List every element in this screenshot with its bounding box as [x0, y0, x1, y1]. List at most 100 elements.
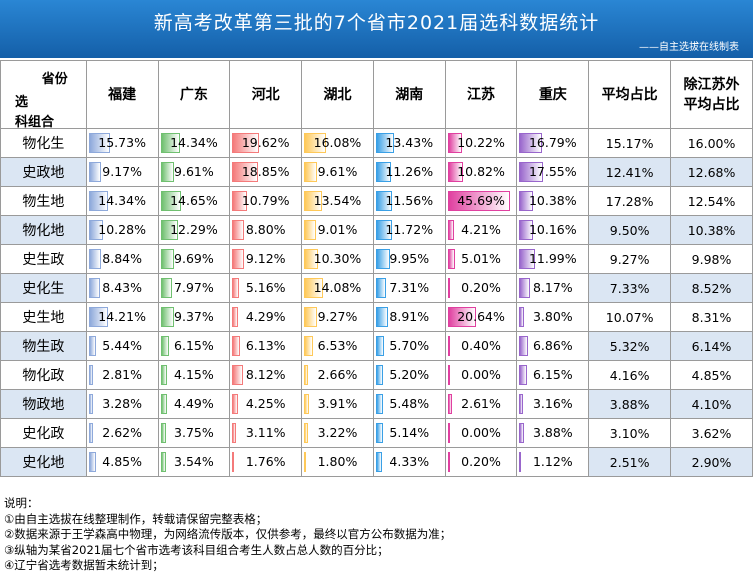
cell-value: 16.79%: [528, 135, 577, 150]
table-row: 物化生 15.73% 14.34% 19.62% 16.08% 13.43% 10.22% 1…: [0, 128, 753, 158]
cell-value: 13.54%: [313, 193, 362, 208]
data-bar-cell: 8.17%: [516, 273, 590, 303]
combo-label: 史化生: [0, 273, 87, 303]
average-cell: 3.88%: [588, 389, 672, 419]
data-bar: [447, 307, 476, 327]
data-bar: [519, 423, 525, 443]
data-bar-cell: 4.25%: [229, 389, 303, 419]
cell-value: 6.86%: [532, 338, 573, 353]
data-bar-cell: 11.56%: [372, 186, 446, 216]
cell-value: 3.16%: [532, 396, 573, 411]
data-bar-cell: 0.40%: [444, 331, 518, 361]
data-bar: [160, 394, 167, 414]
combo-label: 物生地: [0, 186, 87, 216]
data-bar-cell: 3.91%: [301, 389, 374, 419]
note-line: 说明：: [4, 496, 39, 510]
cell-value: 14.34%: [98, 193, 146, 208]
cell-value: 4.15%: [174, 367, 214, 382]
cell-value: 3.54%: [174, 454, 214, 469]
cell-value: 5.70%: [389, 338, 430, 353]
cell-value: 3.91%: [317, 396, 358, 411]
data-bar-cell: 8.80%: [229, 215, 303, 245]
data-bar-cell: 10.16%: [516, 215, 590, 245]
cell-value: 8.43%: [102, 280, 142, 295]
cell-value: 1.12%: [532, 454, 573, 469]
data-bar: [304, 191, 323, 211]
combo-label: 史政地: [0, 157, 87, 187]
diagonal-header-cell: 省份 选 科组合: [0, 60, 87, 130]
data-bar: [304, 394, 310, 414]
data-bar: [88, 249, 101, 269]
data-bar: [375, 365, 383, 385]
cell-value: 1.80%: [317, 454, 358, 469]
data-bar: [447, 365, 450, 385]
data-bar-cell: 14.08%: [301, 273, 374, 303]
data-bar: [88, 191, 108, 211]
data-bar-cell: 19.62%: [229, 128, 303, 158]
cell-value: 11.56%: [385, 193, 434, 208]
data-bar-cell: 4.33%: [372, 447, 446, 477]
data-bar-cell: 9.27%: [301, 302, 374, 332]
data-bar: [375, 394, 383, 414]
data-bar-cell: 4.49%: [157, 389, 231, 419]
data-bar: [519, 220, 534, 240]
cell-value: 10.82%: [457, 164, 505, 179]
data-bar: [160, 336, 169, 356]
data-bar: [232, 336, 241, 356]
data-bar: [447, 162, 463, 182]
combo-label: 物化生: [0, 128, 87, 158]
average-cell: 5.32%: [588, 331, 672, 361]
column-header: 河北: [229, 60, 303, 129]
data-bar-cell: 3.80%: [516, 302, 590, 332]
average-cell: 2.51%: [588, 447, 672, 477]
data-bar-cell: 17.55%: [516, 157, 590, 187]
data-bar: [447, 336, 450, 356]
combo-label: 史生政: [0, 244, 87, 274]
average-cell: 7.33%: [588, 273, 672, 303]
data-bar: [447, 220, 454, 240]
average-excl-jiangsu-cell: 9.98%: [670, 244, 753, 274]
note-line: ③纵轴为某省2021届七个省市选考该科目组合考生人数占总人数的百分比；: [4, 542, 389, 557]
cell-value: 3.28%: [102, 396, 142, 411]
combo-label: 史生地: [0, 302, 87, 332]
table-row: 史生地 14.21% 9.37% 4.29% 9.27% 8.91% 20.64% 3.80%…: [0, 302, 753, 332]
data-bar: [375, 278, 386, 298]
cell-value: 15.73%: [98, 135, 146, 150]
data-bar: [375, 423, 383, 443]
data-bar: [375, 336, 384, 356]
cell-value: 17.55%: [528, 164, 577, 179]
cell-value: 3.22%: [317, 425, 358, 440]
note-line: ①由自主选拔在线整理制作，转载请保留完整表格；: [4, 511, 268, 526]
data-bar-cell: 4.21%: [444, 215, 518, 245]
data-bar-cell: 14.65%: [157, 186, 231, 216]
column-header: 福建: [85, 60, 159, 129]
cell-value: 11.72%: [385, 222, 434, 237]
table-row: 物生政 5.44% 6.15% 6.13% 6.53% 5.70% 0.40% 6.86% 5.…: [0, 331, 753, 361]
data-bar-cell: 10.82%: [444, 157, 518, 187]
average-cell: 17.28%: [588, 186, 672, 216]
cell-value: 9.61%: [174, 164, 214, 179]
data-bar-cell: 6.86%: [516, 331, 590, 361]
cell-value: 6.53%: [317, 338, 358, 353]
data-bar-cell: 0.20%: [444, 447, 518, 477]
cell-value: 10.28%: [98, 222, 146, 237]
data-bar: [160, 452, 166, 472]
data-bar-cell: 4.15%: [157, 360, 231, 390]
data-bar: [88, 278, 100, 298]
data-bar-cell: 4.29%: [229, 302, 303, 332]
data-bar-cell: 12.29%: [157, 215, 231, 245]
table-row: 史政地 9.17% 9.61% 18.85% 9.61% 11.26% 10.82% 17.5…: [0, 157, 753, 187]
data-bar: [519, 191, 534, 211]
data-bar-cell: 10.30%: [301, 244, 374, 274]
average-excl-jiangsu-cell: 4.85%: [670, 360, 753, 390]
average-excl-jiangsu-cell: 4.10%: [670, 389, 753, 419]
average-cell: 12.41%: [588, 157, 672, 187]
data-bar-cell: 16.79%: [516, 128, 590, 158]
data-bar: [519, 307, 525, 327]
table-row: 物生地 14.34% 14.65% 10.79% 13.54% 11.56% 45.69% 1…: [0, 186, 753, 216]
average-cell: 10.07%: [588, 302, 672, 332]
data-bar: [519, 133, 543, 153]
data-bar-cell: 14.21%: [85, 302, 159, 332]
data-bar: [160, 278, 172, 298]
cell-value: 9.27%: [317, 309, 358, 324]
